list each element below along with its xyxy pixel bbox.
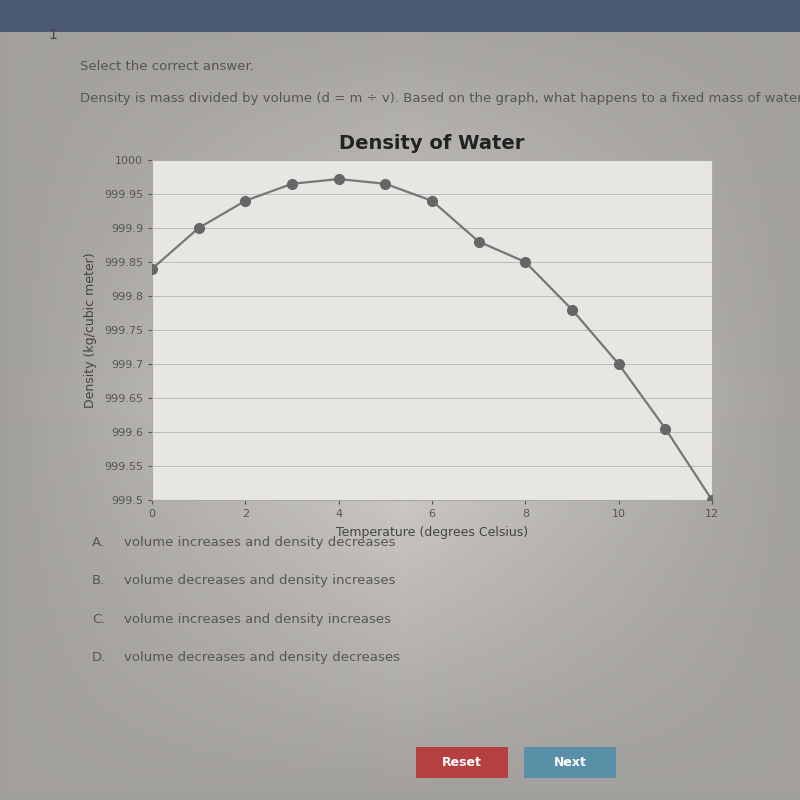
Text: Density is mass divided by volume (d = m ÷ v). Based on the graph, what happens : Density is mass divided by volume (d = m… (80, 92, 800, 105)
Text: volume increases and density decreases: volume increases and density decreases (124, 536, 395, 549)
FancyBboxPatch shape (517, 745, 623, 780)
Text: 1: 1 (48, 28, 57, 42)
Text: A.: A. (92, 536, 105, 549)
Text: C.: C. (92, 613, 106, 626)
Text: Reset: Reset (442, 756, 482, 769)
Text: Next: Next (554, 756, 586, 769)
Text: volume increases and density increases: volume increases and density increases (124, 613, 391, 626)
FancyBboxPatch shape (409, 745, 515, 780)
Text: volume decreases and density decreases: volume decreases and density decreases (124, 651, 400, 664)
Text: volume decreases and density increases: volume decreases and density increases (124, 574, 395, 587)
Text: D.: D. (92, 651, 106, 664)
Y-axis label: Density (kg/cubic meter): Density (kg/cubic meter) (84, 252, 97, 408)
Text: B.: B. (92, 574, 106, 587)
Title: Density of Water: Density of Water (339, 134, 525, 153)
Text: Select the correct answer.: Select the correct answer. (80, 60, 254, 73)
X-axis label: Temperature (degrees Celsius): Temperature (degrees Celsius) (336, 526, 528, 539)
